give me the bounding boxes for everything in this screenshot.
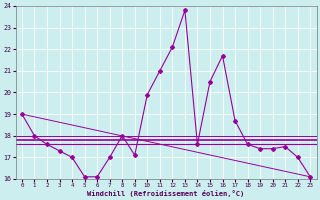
X-axis label: Windchill (Refroidissement éolien,°C): Windchill (Refroidissement éolien,°C) [87,190,245,197]
